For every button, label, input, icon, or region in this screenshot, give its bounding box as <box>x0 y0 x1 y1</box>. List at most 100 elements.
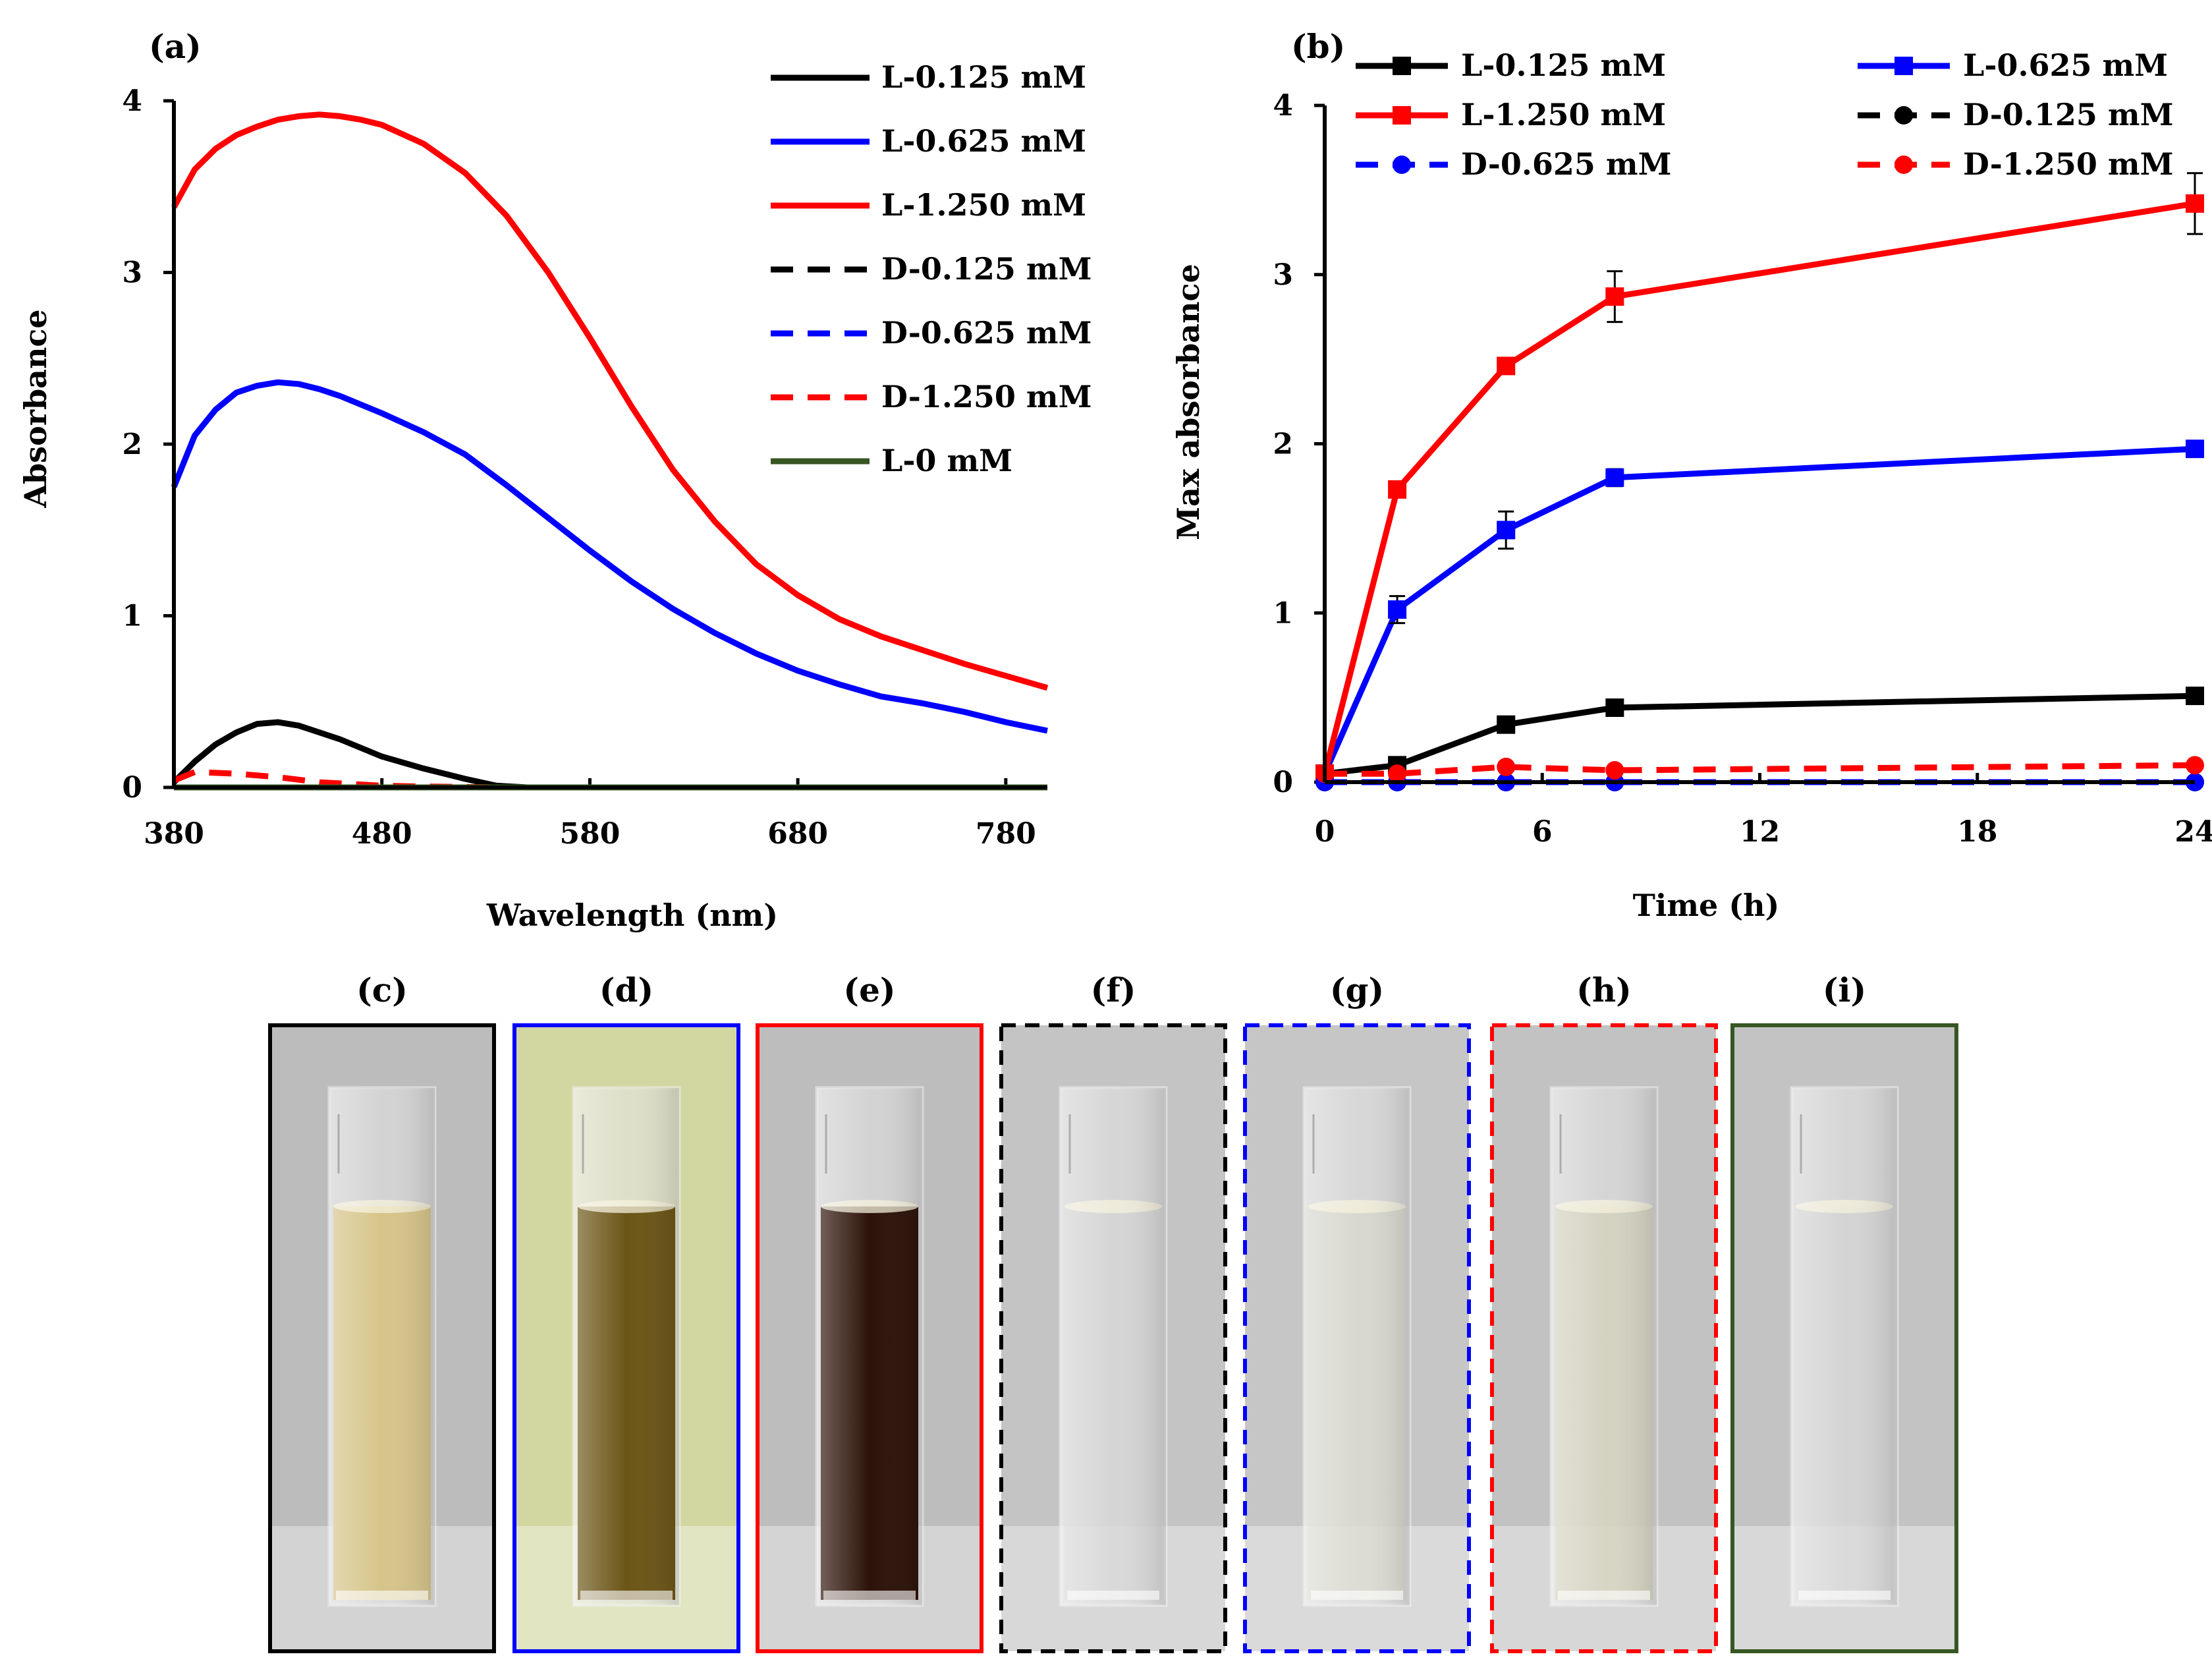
cuvette-base <box>1067 1591 1159 1600</box>
b-data-point <box>2186 440 2204 459</box>
cuvette-shine <box>817 1088 922 1605</box>
panel-a-x-axis-title: Wavelength (nm) <box>486 897 778 933</box>
panel-b-series <box>1315 172 2204 791</box>
panel-a-spectrum-chart: (a) Absorbance Wavelength (nm) 380 480 580… <box>18 27 1092 933</box>
photo-label: (g) <box>1330 971 1384 1009</box>
b-data-point <box>1388 764 1407 783</box>
b-legend-marker <box>1894 57 1913 75</box>
a-ytick-label: 2 <box>122 428 142 461</box>
b-legend-label: D-0.625 mM <box>1461 146 1671 182</box>
b-data-point <box>1497 757 1516 776</box>
b-data-point <box>2186 687 2204 706</box>
photo-frame <box>1730 1023 1958 1653</box>
cuvette-base <box>1558 1591 1650 1600</box>
photo-frame <box>1490 1023 1718 1653</box>
photo-label: (d) <box>599 971 653 1009</box>
photo-frame <box>1243 1023 1471 1653</box>
a-xtick-label: 480 <box>352 817 412 851</box>
photo-g: (g) <box>1243 971 1471 1653</box>
cuvette-base <box>336 1591 428 1600</box>
b-xtick-label: 6 <box>1532 815 1553 849</box>
b-ytick-label: 0 <box>1273 766 1293 799</box>
photo-frame <box>268 1023 496 1653</box>
b-legend-label: L-0.625 mM <box>1963 47 2168 83</box>
a-legend-label: L-0 mM <box>881 443 1012 478</box>
cuvette-photo-strip: (c) (d) (e) (f) (g) (h) (i) <box>268 971 1958 1653</box>
photo-label: (e) <box>843 971 895 1009</box>
photo-label: (f) <box>1091 971 1136 1009</box>
cuvette-shine <box>1061 1088 1166 1605</box>
b-legend-label: L-0.125 mM <box>1461 47 1666 83</box>
a-ytick-label: 1 <box>122 600 142 633</box>
photo-label: (i) <box>1823 971 1866 1009</box>
panel-a-legend: L-0.125 mM L-0.625 mM L-1.250 mM D-0.125 mM… <box>771 59 1092 478</box>
panel-b-label: (b) <box>1291 27 1345 66</box>
photo-c: (c) <box>268 971 496 1653</box>
a-series-l-0-625-mm <box>171 379 1048 734</box>
b-series-l-1-250-mm <box>1315 172 2204 783</box>
b-legend-label: D-0.125 mM <box>1963 97 2173 132</box>
panel-a-y-axis-title: Absorbance <box>18 309 53 508</box>
b-series-l-0-625-mm <box>1315 440 2204 783</box>
b-legend-marker <box>1894 156 1913 174</box>
panel-b-y-axis-title: Max absorbance <box>1171 264 1206 540</box>
b-series-line <box>1321 445 2196 776</box>
cuvette-base <box>823 1591 916 1600</box>
panel-a-ticks: 380 480 580 680 780 0 1 2 3 4 <box>122 84 1036 851</box>
a-xtick-label: 580 <box>559 817 620 851</box>
a-ytick-label: 4 <box>122 84 142 118</box>
b-xtick-label: 24 <box>2174 815 2212 849</box>
cuvette-shine <box>329 1088 435 1605</box>
a-legend-label: L-0.125 mM <box>881 59 1086 95</box>
a-legend-label: L-1.250 mM <box>881 187 1086 223</box>
a-ytick-label: 3 <box>122 256 142 290</box>
cuvette-shine <box>1551 1088 1657 1605</box>
b-legend-label: L-1.250 mM <box>1461 97 1666 132</box>
panel-a-label: (a) <box>149 27 202 66</box>
cuvette-base <box>1311 1591 1403 1600</box>
b-xtick-label: 18 <box>1957 815 1997 849</box>
b-legend-marker <box>1393 106 1411 125</box>
photo-i: (i) <box>1730 971 1958 1653</box>
b-legend-marker <box>1393 57 1411 75</box>
b-data-point <box>1605 287 1624 306</box>
b-data-point <box>1605 698 1624 718</box>
b-data-point <box>2186 756 2204 775</box>
a-legend-label: D-0.125 mM <box>881 251 1092 287</box>
b-data-point <box>1388 600 1407 619</box>
a-xtick-label: 680 <box>767 817 828 851</box>
b-ytick-label: 1 <box>1273 596 1293 630</box>
b-data-point <box>1388 480 1407 499</box>
photo-f: (f) <box>999 971 1227 1653</box>
photo-frame <box>756 1023 983 1653</box>
photo-label: (h) <box>1576 971 1632 1009</box>
b-data-point <box>2186 194 2204 213</box>
b-ytick-label: 3 <box>1273 258 1293 292</box>
a-legend-label: D-1.250 mM <box>881 379 1092 414</box>
a-legend-label: L-0.625 mM <box>881 123 1086 159</box>
photo-frame <box>999 1023 1227 1653</box>
cuvette-shine <box>1304 1088 1410 1605</box>
b-data-point <box>1497 715 1516 734</box>
photo-h: (h) <box>1490 971 1718 1653</box>
b-xtick-label: 12 <box>1740 815 1780 849</box>
a-xtick-label: 380 <box>144 817 204 851</box>
b-legend-marker <box>1393 156 1411 174</box>
b-legend-marker <box>1894 106 1913 125</box>
b-data-point <box>1497 521 1516 540</box>
b-ytick-label: 2 <box>1273 428 1293 461</box>
b-ytick-label: 4 <box>1273 89 1293 123</box>
b-data-point <box>1605 761 1624 780</box>
photo-e: (e) <box>756 971 983 1653</box>
panel-b-legend: L-0.125 mM L-0.625 mM L-1.250 mM D-0.125 mM… <box>1356 47 2173 182</box>
b-data-point <box>1605 468 1624 487</box>
panel-b-x-axis-title: Time (h) <box>1633 888 1780 923</box>
photo-frame <box>512 1023 740 1653</box>
a-xtick-label: 780 <box>976 817 1036 851</box>
b-data-point <box>1497 356 1516 376</box>
b-xtick-label: 0 <box>1315 815 1335 849</box>
a-series-l-1-250-mm <box>171 111 1049 691</box>
photo-label: (c) <box>356 971 408 1009</box>
cuvette-base <box>580 1591 673 1600</box>
